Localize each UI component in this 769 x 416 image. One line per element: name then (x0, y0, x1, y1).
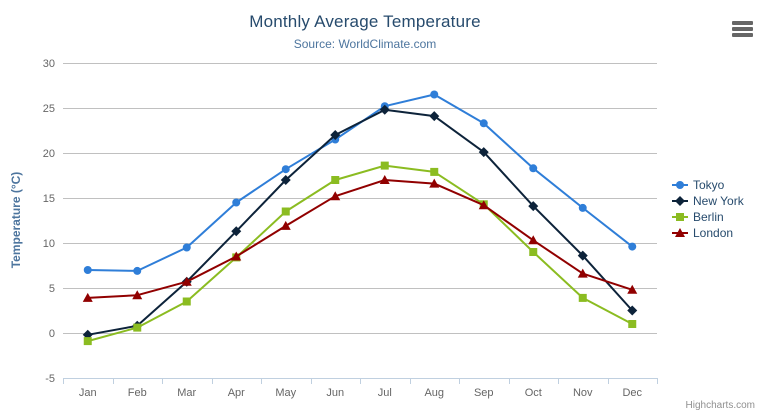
data-point-new-york-apr[interactable] (231, 226, 242, 237)
data-point-tokyo-apr[interactable] (232, 198, 241, 207)
series-line-berlin (86, 164, 634, 343)
y-axis-tick-label: 30 (43, 58, 55, 70)
data-point-berlin-jan[interactable] (83, 337, 92, 346)
legend: Tokyo New York Berlin London (672, 177, 744, 241)
data-point-berlin-may[interactable] (281, 207, 290, 216)
x-axis-tick-label: Aug (424, 387, 444, 399)
hamburger-icon (730, 21, 754, 37)
data-point-new-york-aug[interactable] (429, 111, 440, 122)
legend-label-tokyo: Tokyo (693, 178, 725, 192)
data-point-new-york-oct[interactable] (528, 201, 539, 212)
data-point-new-york-jul[interactable] (379, 104, 390, 115)
data-point-tokyo-dec[interactable] (628, 242, 637, 251)
data-point-berlin-oct[interactable] (529, 248, 538, 256)
credits-link[interactable]: Highcharts.com (685, 400, 755, 411)
x-axis-tick-label: Sep (474, 387, 494, 399)
data-point-london-sep[interactable] (478, 200, 489, 210)
diamond-marker-icon (672, 196, 688, 206)
data-point-berlin-nov[interactable] (578, 293, 587, 302)
series-new-york[interactable] (82, 104, 638, 340)
data-point-tokyo-jan[interactable] (83, 266, 92, 274)
y-axis-tick-label: 10 (43, 238, 55, 250)
data-point-london-nov[interactable] (577, 268, 588, 278)
legend-item-london[interactable]: London (672, 225, 744, 241)
data-point-new-york-dec[interactable] (627, 305, 638, 316)
data-point-berlin-mar[interactable] (182, 297, 191, 306)
y-axis-tick-label: 20 (43, 148, 55, 160)
legend-label-london: London (693, 226, 734, 240)
data-point-berlin-jun[interactable] (331, 176, 340, 184)
series-line-london (86, 179, 634, 299)
data-point-london-feb[interactable] (132, 290, 143, 300)
x-axis-tick-label: Jun (326, 387, 344, 399)
y-axis-tick-label: 15 (43, 193, 55, 205)
x-axis-tick-label: Dec (622, 387, 642, 399)
legend-item-berlin[interactable]: Berlin (672, 209, 744, 225)
data-point-tokyo-may[interactable] (281, 165, 290, 174)
chart-subtitle: Source: WorldClimate.com (293, 37, 437, 51)
data-point-london-mar[interactable] (181, 276, 192, 286)
data-point-london-jul[interactable] (379, 175, 390, 184)
x-axis-tick-label: Jan (79, 387, 97, 399)
legend-label-berlin: Berlin (693, 210, 724, 224)
x-axis-tick-label: Mar (177, 387, 196, 399)
data-point-berlin-dec[interactable] (628, 320, 637, 328)
data-point-new-york-nov[interactable] (577, 250, 588, 261)
series-tokyo[interactable] (83, 90, 637, 275)
data-point-london-jan[interactable] (82, 292, 93, 302)
chart-title: Monthly Average Temperature (249, 12, 481, 31)
legend-item-new-york[interactable]: New York (672, 193, 744, 209)
x-axis-tick-label: May (275, 387, 296, 399)
data-point-new-york-sep[interactable] (478, 147, 489, 158)
data-point-tokyo-aug[interactable] (430, 90, 439, 99)
series-line-new-york (86, 108, 634, 336)
legend-item-tokyo[interactable]: Tokyo (672, 177, 744, 193)
series-line-tokyo (86, 93, 634, 272)
data-point-london-aug[interactable] (429, 178, 440, 188)
circle-marker-icon (672, 181, 688, 189)
x-axis-tick-label: Oct (525, 387, 542, 399)
data-point-tokyo-nov[interactable] (578, 203, 587, 212)
data-point-london-jun[interactable] (330, 191, 341, 201)
data-point-berlin-feb[interactable] (133, 323, 142, 332)
data-point-new-york-jun[interactable] (330, 130, 341, 140)
x-axis-tick-label: Feb (128, 387, 147, 399)
data-point-tokyo-mar[interactable] (182, 243, 191, 252)
data-point-london-oct[interactable] (528, 235, 539, 245)
data-point-tokyo-sep[interactable] (479, 119, 488, 128)
y-axis-tick-label: 25 (43, 103, 55, 115)
data-point-new-york-may[interactable] (280, 175, 291, 185)
y-axis-tick-label: 0 (49, 328, 55, 340)
data-point-london-dec[interactable] (627, 284, 638, 294)
data-point-london-may[interactable] (280, 220, 291, 230)
series-london[interactable] (82, 175, 638, 302)
data-point-tokyo-feb[interactable] (133, 266, 142, 275)
x-axis-tick-label: Jul (378, 387, 392, 399)
y-axis-tick-label: 5 (49, 283, 55, 295)
data-point-berlin-aug[interactable] (430, 167, 439, 176)
data-point-berlin-jul[interactable] (380, 161, 389, 170)
legend-label-new-york: New York (693, 194, 744, 208)
chart-context-menu-button[interactable] (730, 21, 754, 39)
y-axis-title: Temperature (°C) (9, 171, 23, 269)
x-axis-tick-label: Nov (573, 387, 593, 399)
square-marker-icon (672, 213, 688, 221)
x-axis-tick-label: Apr (228, 387, 245, 399)
triangle-marker-icon (672, 228, 688, 237)
y-axis-tick-label: -5 (45, 373, 55, 385)
data-point-london-apr[interactable] (231, 251, 242, 261)
data-point-tokyo-oct[interactable] (529, 164, 538, 173)
